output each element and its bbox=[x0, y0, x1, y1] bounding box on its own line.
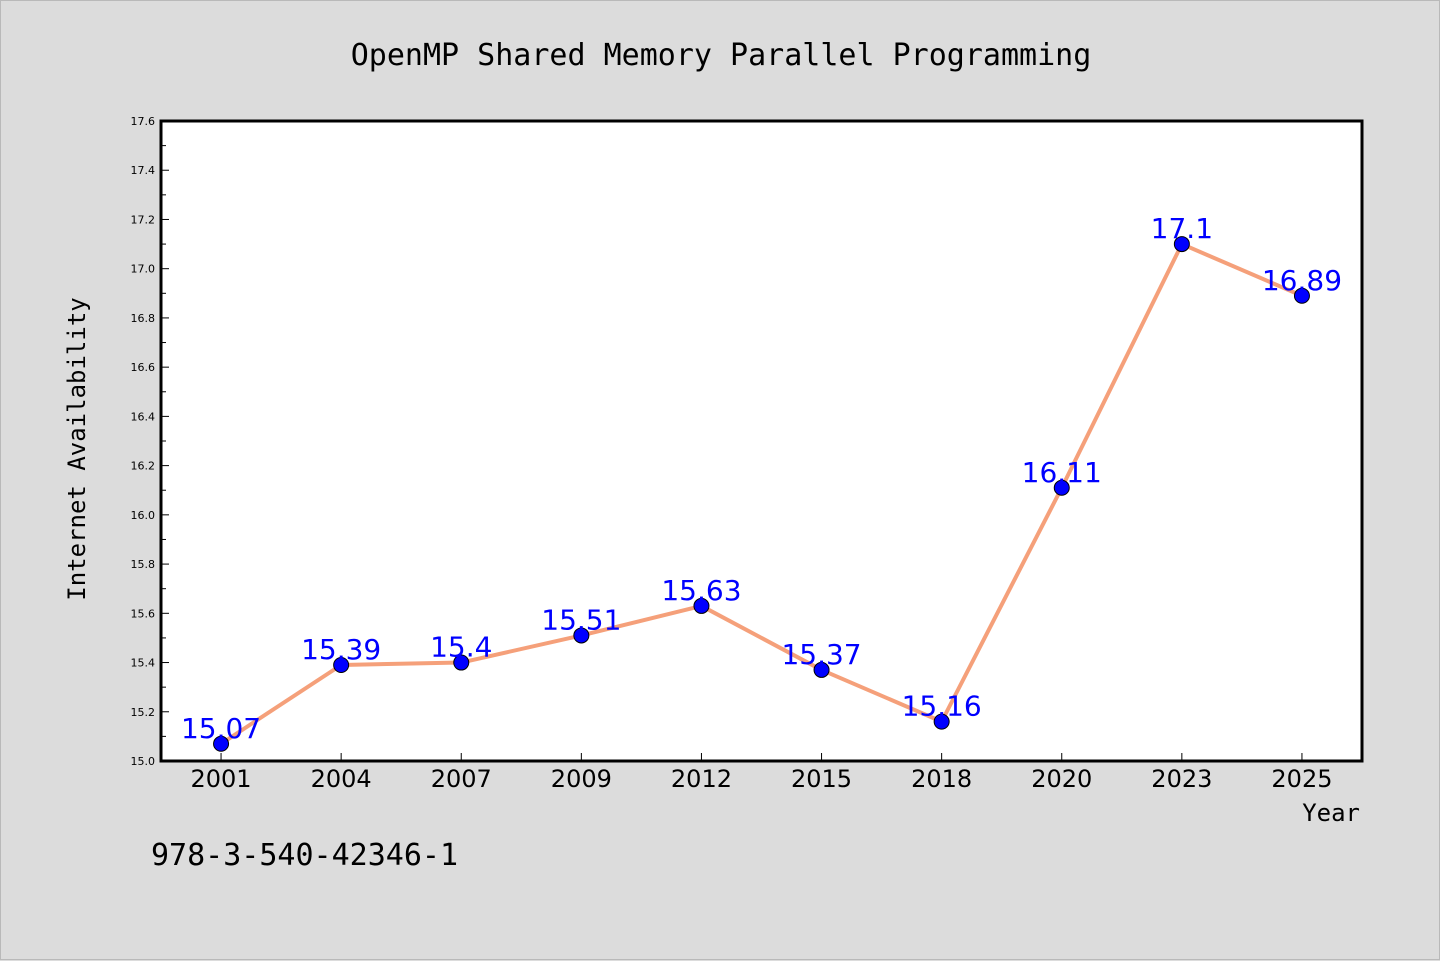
y-tick-label: 16.2 bbox=[131, 460, 156, 473]
data-label: 15.4 bbox=[430, 631, 492, 664]
x-tick-label: 2015 bbox=[791, 765, 852, 793]
data-point-marker bbox=[813, 661, 830, 678]
footnote-isbn: 978-3-540-42346-1 bbox=[151, 838, 458, 873]
data-point-marker bbox=[213, 735, 230, 752]
chart-title: OpenMP Shared Memory Parallel Programmin… bbox=[351, 38, 1092, 73]
data-point-marker bbox=[333, 657, 350, 673]
data-label: 15.37 bbox=[781, 638, 861, 671]
y-tick-label: 16.6 bbox=[131, 361, 156, 374]
x-tick-label: 2004 bbox=[311, 765, 372, 793]
data-point-marker bbox=[933, 713, 950, 730]
x-tick-label: 2007 bbox=[431, 765, 492, 793]
x-tick-label: 2001 bbox=[191, 765, 252, 793]
y-tick-label: 16.4 bbox=[131, 410, 156, 423]
x-tick-label: 2023 bbox=[1151, 765, 1212, 793]
y-tick-label: 15.4 bbox=[131, 657, 156, 670]
data-point-marker bbox=[693, 597, 710, 614]
data-label: 15.07 bbox=[181, 712, 261, 745]
y-tick-label: 15.0 bbox=[131, 755, 156, 768]
y-tick-label: 15.6 bbox=[131, 607, 156, 620]
data-point-marker bbox=[1173, 236, 1190, 253]
x-tick-label: 2018 bbox=[911, 765, 972, 793]
data-point-marker bbox=[453, 654, 470, 671]
data-label: 17.1 bbox=[1151, 212, 1213, 245]
y-tick-label: 15.8 bbox=[131, 558, 156, 571]
x-axis-title: Year bbox=[1302, 799, 1360, 827]
data-label: 16.89 bbox=[1262, 264, 1342, 297]
data-label: 15.63 bbox=[661, 574, 741, 607]
x-tick-label: 2025 bbox=[1271, 765, 1332, 793]
data-point-marker bbox=[573, 627, 590, 644]
y-tick-label: 17.0 bbox=[131, 263, 156, 276]
plot-area bbox=[159, 119, 1364, 763]
series-group: 15.07 15.39 15.4 15.51 15.63 15.37 15.16 16.11 1… bbox=[181, 212, 1342, 752]
data-label: 16.11 bbox=[1022, 456, 1102, 489]
x-tick-label: 2012 bbox=[671, 765, 732, 793]
data-label: 15.16 bbox=[902, 690, 982, 723]
x-tick-label: 2009 bbox=[551, 765, 612, 793]
series-line bbox=[219, 242, 1303, 746]
y-tick-label: 16.0 bbox=[131, 509, 156, 522]
y-tick-label: 17.6 bbox=[131, 115, 156, 128]
data-point-marker bbox=[1053, 479, 1070, 496]
y-tick-label: 17.4 bbox=[131, 164, 156, 177]
y-axis: 15.0 15.2 15.4 15.6 15.8 16.0 16.2 16.4 16.6 16.8… bbox=[131, 115, 169, 768]
x-axis: 2001 2004 2007 2009 2012 2015 2018 2020 2023 2025 bbox=[191, 753, 1332, 793]
x-tick-label: 2020 bbox=[1031, 765, 1092, 793]
data-point-marker bbox=[1293, 287, 1310, 304]
y-axis-title: Internet Availability bbox=[63, 297, 91, 600]
y-tick-label: 16.8 bbox=[131, 312, 156, 325]
y-tick-label: 17.2 bbox=[131, 213, 156, 226]
y-tick-label: 15.2 bbox=[131, 706, 156, 719]
data-label: 15.51 bbox=[541, 603, 621, 636]
data-label: 15.39 bbox=[301, 633, 381, 666]
